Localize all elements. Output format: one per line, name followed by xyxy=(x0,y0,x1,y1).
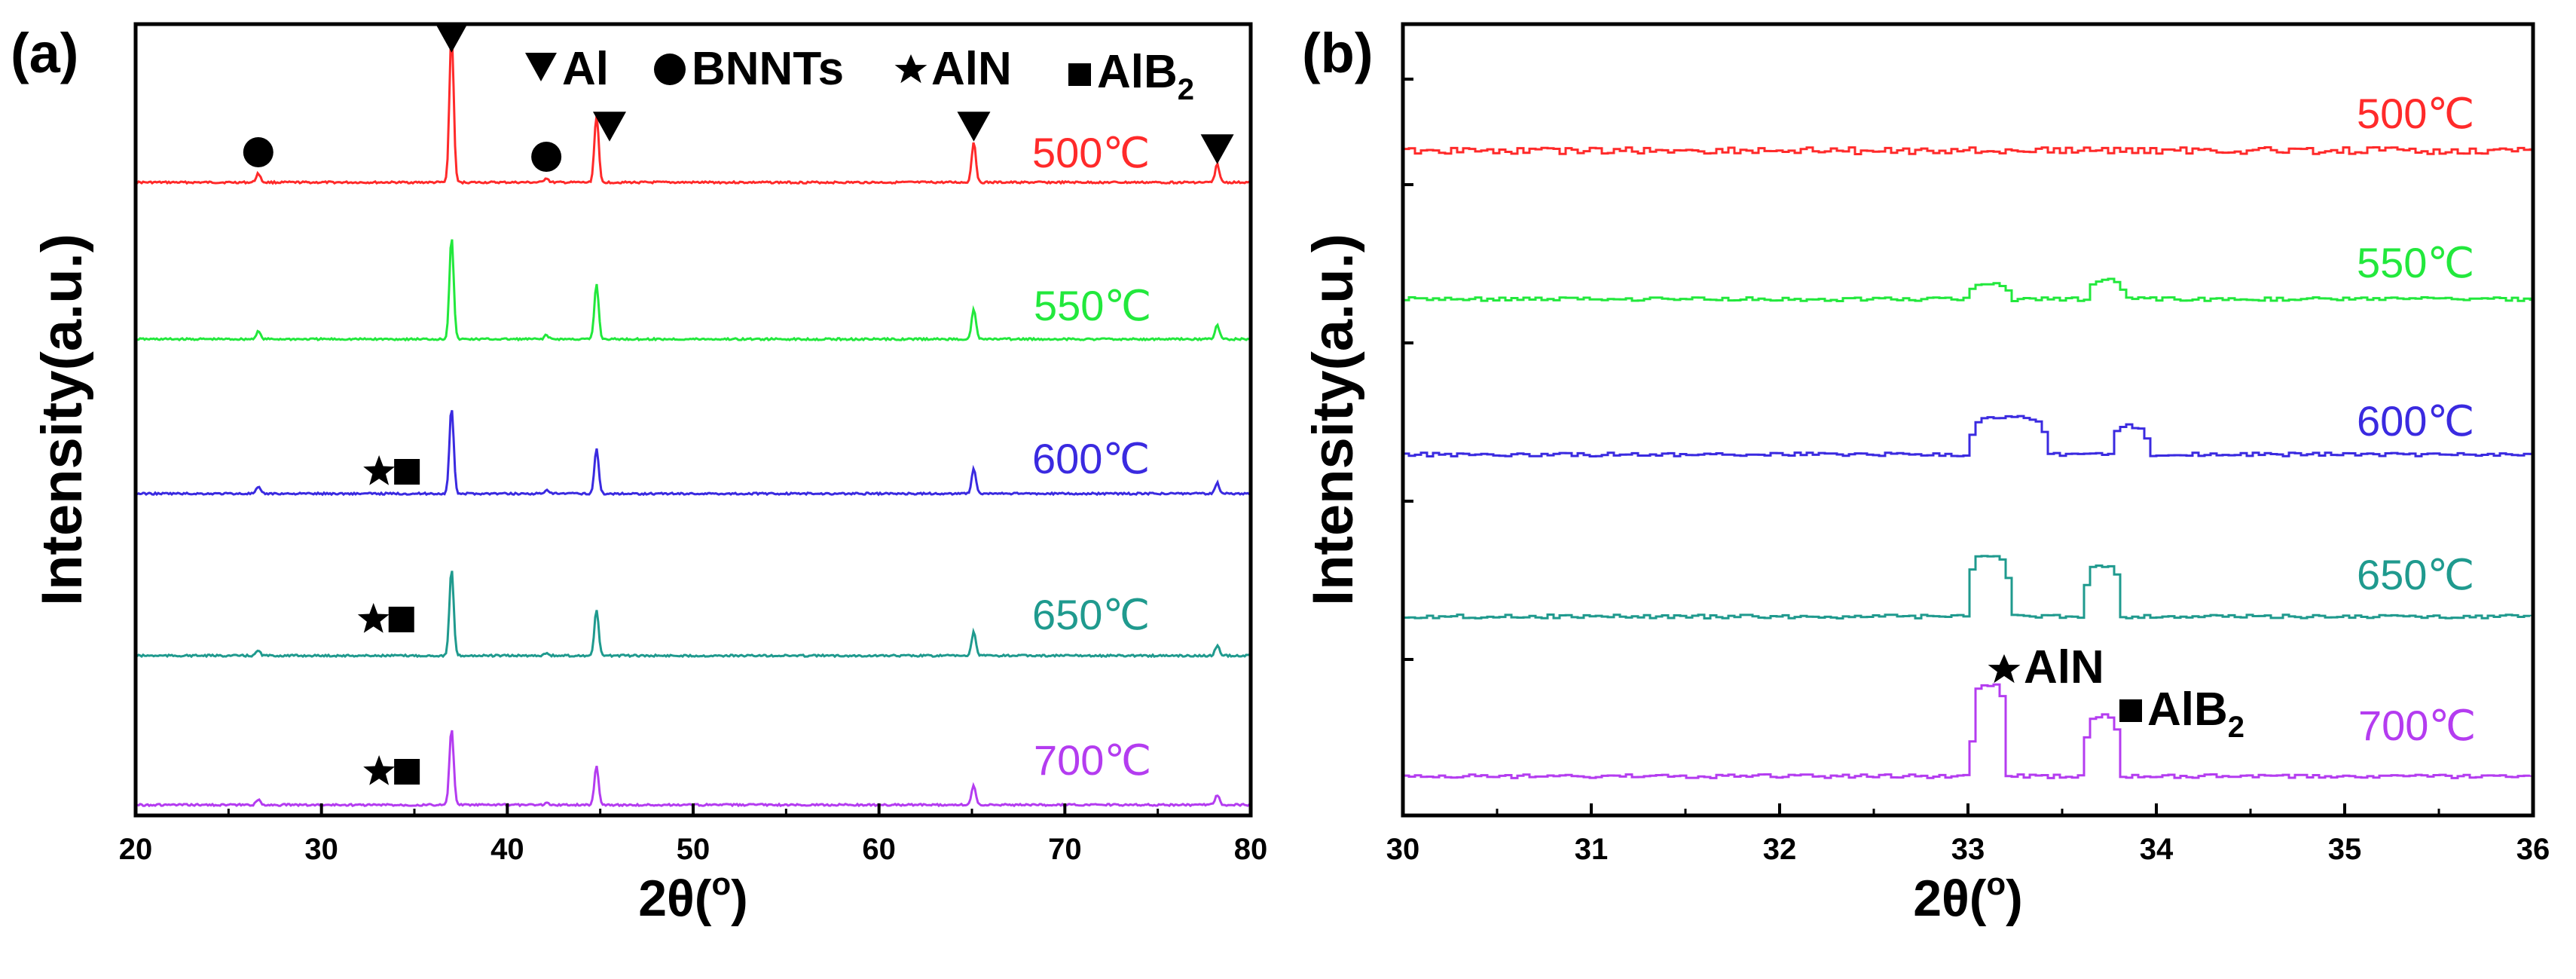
triangle-marker-500-5 xyxy=(1200,134,1234,164)
star-marker-700-0 xyxy=(363,755,396,785)
square-marker-650-1 xyxy=(388,607,414,632)
x-tick-label-30: 30 xyxy=(1386,833,1420,866)
x-tick-label-40: 40 xyxy=(490,833,524,866)
panel-a-phase-markers xyxy=(243,23,1234,785)
annotation-alb2: AlB2 xyxy=(2119,684,2244,744)
x-tick-label-70: 70 xyxy=(1048,833,1082,866)
x-tick-label-31: 31 xyxy=(1575,833,1609,866)
legend-al-label: Al xyxy=(562,43,609,95)
star-icon xyxy=(1988,654,2021,684)
x-tick-label-20: 20 xyxy=(119,833,153,866)
triangle-marker-500-1 xyxy=(435,23,469,53)
panel-a-ylabel: Intensity(a.u.) xyxy=(30,234,94,606)
temp-label-700: 700℃ xyxy=(2358,702,2476,749)
legend-bnnts-label: BNNTs xyxy=(692,43,844,95)
circle-marker-500-0 xyxy=(243,137,273,167)
triangle-marker-500-4 xyxy=(957,112,991,142)
trace-600 xyxy=(1403,415,2532,457)
temp-label-600: 600℃ xyxy=(1032,435,1150,482)
legend-aln-label: AlN xyxy=(931,43,1012,95)
trace-700 xyxy=(1403,683,2532,779)
legend-entry-bnnts: BNNTs xyxy=(654,43,844,95)
annotation-aln-label: AlN xyxy=(2024,641,2104,693)
panel-a-xlabel: 2θ(o) xyxy=(638,866,748,927)
square-icon xyxy=(2119,699,2142,722)
panel-a-x-ticks: 20 30 40 50 60 70 80 xyxy=(119,803,1268,866)
star-icon xyxy=(894,54,927,84)
square-marker-700-1 xyxy=(394,759,420,785)
annotation-alb2-label: AlB2 xyxy=(2147,684,2244,744)
star-marker-600-0 xyxy=(363,455,396,485)
panel-a-legend: Al BNNTs AlN AlB2 xyxy=(525,43,1194,106)
panel-b-temperature-labels: 500℃ 550℃ 600℃ 650℃ 700℃ xyxy=(2357,90,2476,749)
panel-b-ylabel: Intensity(a.u.) xyxy=(1301,234,1365,606)
annotation-aln: AlN xyxy=(1988,641,2104,693)
star-marker-650-0 xyxy=(357,603,390,633)
x-tick-label-60: 60 xyxy=(862,833,896,866)
panel-a-label: (a) xyxy=(11,22,78,84)
trace-500 xyxy=(1403,146,2532,155)
x-tick-label-33: 33 xyxy=(1951,833,1985,866)
legend-entry-alb2: AlB2 xyxy=(1068,46,1194,106)
panel-b-annotations: AlN AlB2 xyxy=(1988,641,2244,744)
trace-500 xyxy=(136,35,1251,185)
panel-a-temperature-labels: 500℃ 550℃ 600℃ 650℃ 700℃ xyxy=(1032,129,1151,784)
panel-b: (b) Intensity(a.u.) 500℃ 550℃ 600℃ 650℃ 700℃… xyxy=(1301,22,2550,927)
temp-label-500: 500℃ xyxy=(2357,90,2474,137)
x-tick-label-32: 32 xyxy=(1763,833,1797,866)
circle-icon xyxy=(654,54,686,85)
trace-550 xyxy=(1403,277,2532,302)
square-marker-600-1 xyxy=(394,459,420,485)
panel-b-traces xyxy=(1403,146,2532,779)
triangle-marker-500-3 xyxy=(593,112,626,142)
trace-550 xyxy=(136,239,1251,342)
legend-entry-al: Al xyxy=(525,43,609,95)
square-icon xyxy=(1068,63,1091,86)
panel-b-xlabel: 2θ(o) xyxy=(1913,866,2023,927)
x-tick-label-35: 35 xyxy=(2328,833,2362,866)
temp-label-700: 700℃ xyxy=(1034,736,1151,784)
panel-b-label: (b) xyxy=(1302,22,1374,84)
temp-label-550: 550℃ xyxy=(1034,282,1151,329)
x-tick-label-50: 50 xyxy=(677,833,710,866)
temp-label-500: 500℃ xyxy=(1032,129,1150,176)
trace-650 xyxy=(136,571,1251,659)
triangle-down-icon xyxy=(525,53,557,81)
circle-marker-500-2 xyxy=(531,142,562,172)
panel-a: (a) Intensity(a.u.) 500℃ 550℃ 600℃ 650℃ 700℃… xyxy=(11,22,1267,927)
x-tick-label-30: 30 xyxy=(304,833,338,866)
trace-600 xyxy=(136,409,1251,497)
legend-entry-aln: AlN xyxy=(894,43,1012,95)
temp-label-600: 600℃ xyxy=(2357,397,2474,445)
legend-alb2-label: AlB2 xyxy=(1097,46,1194,106)
x-tick-label-36: 36 xyxy=(2516,833,2550,866)
temp-label-650: 650℃ xyxy=(1032,591,1150,638)
temp-label-650: 650℃ xyxy=(2357,551,2474,598)
temp-label-550: 550℃ xyxy=(2357,239,2474,286)
x-tick-label-80: 80 xyxy=(1234,833,1268,866)
panel-b-x-ticks: 30 31 32 33 34 35 36 xyxy=(1386,803,2550,866)
x-tick-label-34: 34 xyxy=(2140,833,2174,866)
panel-b-y-ticks xyxy=(1403,78,1413,661)
trace-650 xyxy=(1403,555,2532,620)
